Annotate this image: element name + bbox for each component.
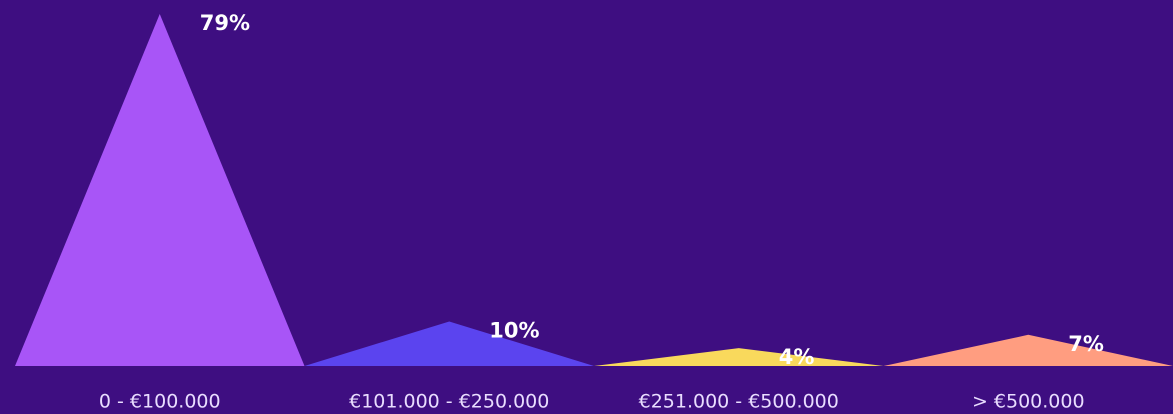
value-label: 79% <box>200 11 250 35</box>
triangle-bar <box>594 348 884 366</box>
category-label: €251.000 - €500.000 <box>639 391 839 413</box>
triangle-bar <box>883 334 1173 366</box>
category-label: > €500.000 <box>972 391 1085 413</box>
triangle-bar <box>15 14 305 366</box>
value-label: 10% <box>489 318 539 342</box>
triangle-bar <box>304 321 594 366</box>
value-label: 4% <box>779 345 815 369</box>
value-label: 7% <box>1068 332 1104 356</box>
category-label: €101.000 - €250.000 <box>349 391 549 413</box>
category-label: 0 - €100.000 <box>99 391 221 413</box>
